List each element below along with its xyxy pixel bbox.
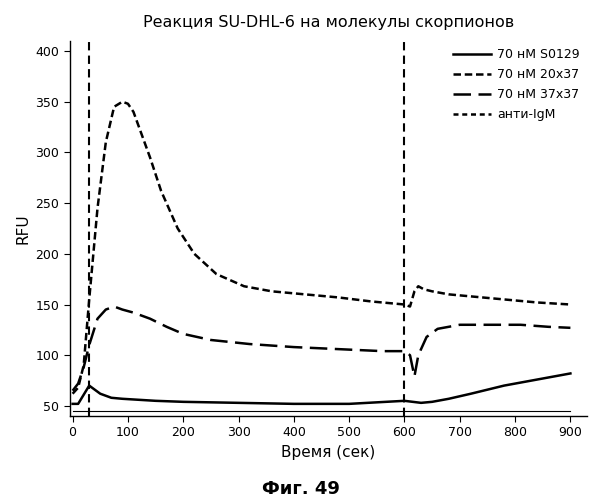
70 нМ 20x37 bbox=[268, 288, 275, 294]
70 нМ 20x37 bbox=[174, 226, 181, 232]
70 нМ 37x37 bbox=[484, 322, 491, 328]
70 нМ 20x37 bbox=[411, 288, 418, 294]
70 нМ S0129 bbox=[429, 399, 436, 405]
70 нМ S0129 bbox=[152, 398, 159, 404]
70 нМ 37x37 bbox=[545, 324, 552, 330]
70 нМ 37x37 bbox=[75, 380, 82, 386]
70 нМ 20x37 bbox=[213, 271, 220, 277]
70 нМ 20x37 bbox=[406, 304, 414, 310]
70 нМ 37x37 bbox=[119, 306, 126, 312]
70 нМ 20x37 bbox=[75, 384, 82, 390]
70 нМ 37x37 bbox=[146, 316, 154, 322]
Line: 70 нМ 37x37: 70 нМ 37x37 bbox=[73, 306, 571, 390]
70 нМ 20x37 bbox=[368, 298, 375, 304]
70 нМ S0129 bbox=[409, 399, 417, 405]
70 нМ S0129 bbox=[290, 401, 297, 407]
70 нМ S0129 bbox=[69, 401, 76, 407]
70 нМ 20x37 bbox=[124, 101, 131, 107]
70 нМ 20x37 bbox=[94, 205, 101, 211]
70 нМ 20x37 bbox=[85, 296, 93, 302]
70 нМ 20x37 bbox=[335, 294, 342, 300]
Line: 70 нМ S0129: 70 нМ S0129 bbox=[73, 374, 571, 404]
70 нМ 20x37 bbox=[191, 251, 198, 257]
70 нМ 37x37 bbox=[415, 352, 422, 358]
Text: Фиг. 49: Фиг. 49 bbox=[262, 480, 340, 498]
70 нМ 37x37 bbox=[434, 326, 441, 332]
70 нМ S0129 bbox=[467, 390, 474, 396]
70 нМ 20x37 bbox=[119, 98, 126, 104]
70 нМ 37x37 bbox=[411, 374, 418, 380]
Legend: 70 нМ S0129, 70 нМ 20x37, 70 нМ 37x37, анти-IgM: 70 нМ S0129, 70 нМ 20x37, 70 нМ 37x37, а… bbox=[448, 44, 585, 126]
70 нМ 37x37 bbox=[379, 348, 386, 354]
70 нМ 20x37 bbox=[429, 288, 436, 294]
70 нМ 20x37 bbox=[467, 294, 474, 300]
70 нМ S0129 bbox=[500, 382, 507, 388]
70 нМ 37x37 bbox=[80, 364, 87, 370]
70 нМ 37x37 bbox=[85, 342, 93, 348]
70 нМ S0129 bbox=[445, 396, 452, 402]
70 нМ 37x37 bbox=[456, 322, 464, 328]
70 нМ S0129 bbox=[119, 396, 126, 402]
70 нМ 20x37 bbox=[445, 292, 452, 298]
70 нМ 37x37 bbox=[401, 348, 408, 354]
70 нМ 20x37 bbox=[130, 109, 137, 115]
Title: Реакция SU-DHL-6 на молекулы скорпионов: Реакция SU-DHL-6 на молекулы скорпионов bbox=[143, 15, 514, 30]
70 нМ 37x37 bbox=[423, 334, 430, 340]
70 нМ 20x37 bbox=[102, 140, 110, 145]
70 нМ 37x37 bbox=[207, 337, 214, 343]
70 нМ S0129 bbox=[533, 376, 541, 382]
X-axis label: Время (сек): Время (сек) bbox=[281, 445, 376, 460]
70 нМ S0129 bbox=[401, 398, 408, 404]
70 нМ 37x37 bbox=[130, 310, 137, 316]
70 нМ 37x37 bbox=[567, 325, 574, 331]
70 нМ 37x37 bbox=[517, 322, 524, 328]
70 нМ 37x37 bbox=[69, 388, 76, 394]
70 нМ 20x37 bbox=[146, 154, 154, 160]
70 нМ 20x37 bbox=[567, 302, 574, 308]
70 нМ 20x37 bbox=[420, 286, 427, 292]
70 нМ 37x37 bbox=[246, 341, 253, 347]
70 нМ S0129 bbox=[179, 399, 187, 405]
70 нМ 20x37 bbox=[111, 104, 118, 110]
70 нМ S0129 bbox=[417, 400, 424, 406]
70 нМ 20x37 bbox=[500, 296, 507, 302]
Line: 70 нМ 20x37: 70 нМ 20x37 bbox=[73, 102, 571, 394]
70 нМ S0129 bbox=[75, 401, 82, 407]
70 нМ 37x37 bbox=[163, 324, 170, 330]
70 нМ 20x37 bbox=[401, 302, 408, 308]
70 нМ 37x37 bbox=[335, 346, 342, 352]
70 нМ 37x37 bbox=[179, 331, 187, 337]
70 нМ 20x37 bbox=[415, 283, 422, 289]
70 нМ S0129 bbox=[135, 397, 143, 403]
70 нМ 20x37 bbox=[533, 300, 541, 306]
70 нМ 37x37 bbox=[102, 306, 110, 312]
70 нМ 37x37 bbox=[290, 344, 297, 350]
70 нМ S0129 bbox=[346, 401, 353, 407]
70 нМ 37x37 bbox=[111, 304, 118, 310]
70 нМ 37x37 bbox=[406, 352, 414, 358]
70 нМ 20x37 bbox=[240, 283, 247, 289]
70 нМ 37x37 bbox=[94, 316, 101, 322]
70 нМ S0129 bbox=[567, 370, 574, 376]
70 нМ 20x37 bbox=[80, 362, 87, 368]
70 нМ 20x37 bbox=[135, 124, 143, 130]
70 нМ 20x37 bbox=[158, 188, 165, 194]
Y-axis label: RFU: RFU bbox=[15, 213, 30, 244]
70 нМ S0129 bbox=[235, 400, 242, 406]
70 нМ 20x37 bbox=[302, 292, 309, 298]
70 нМ 20x37 bbox=[69, 390, 76, 396]
70 нМ S0129 bbox=[97, 390, 104, 396]
70 нМ S0129 bbox=[85, 382, 93, 388]
70 нМ S0129 bbox=[108, 395, 115, 401]
